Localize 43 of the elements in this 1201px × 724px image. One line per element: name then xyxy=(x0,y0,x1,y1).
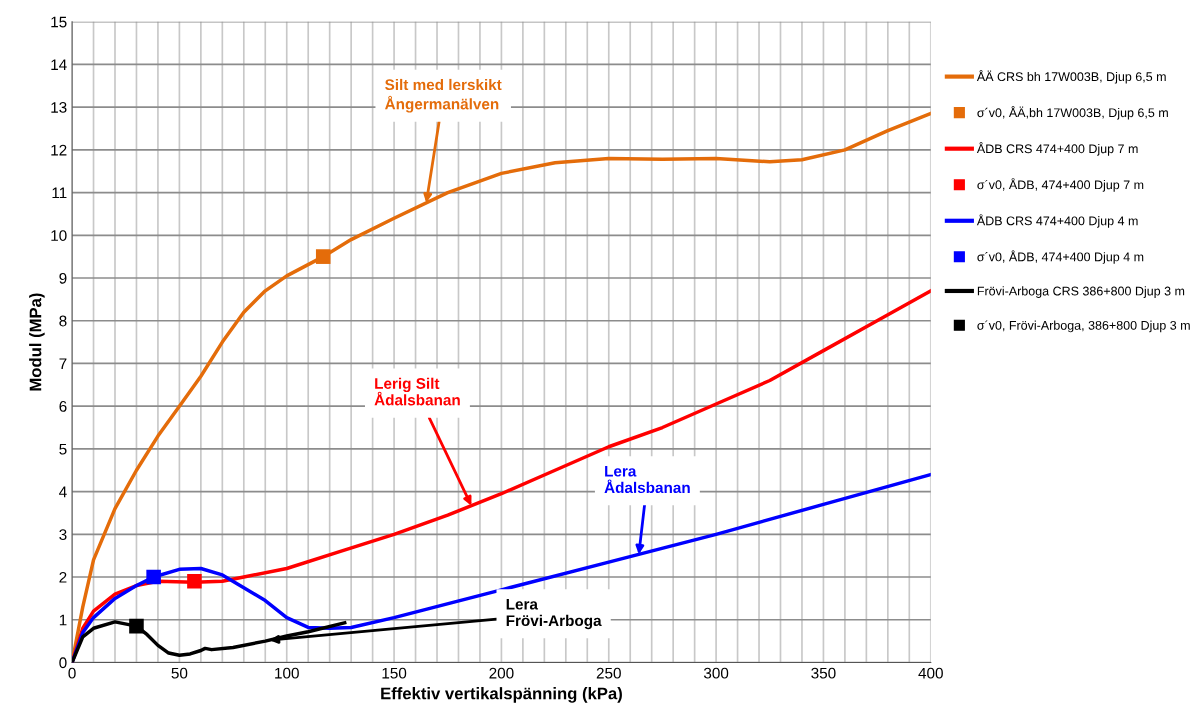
point xyxy=(146,569,161,585)
x-tick-label: 350 xyxy=(811,667,836,679)
x-axis-title: Effektiv vertikalspänning (kPa) xyxy=(381,687,622,703)
y-tick-label: 8 xyxy=(59,315,67,327)
point xyxy=(315,249,331,264)
annotation: Lera Ådalsbanan xyxy=(604,465,690,494)
x-tick-label: 150 xyxy=(382,667,407,679)
point xyxy=(187,574,202,589)
y-tick-label: 12 xyxy=(51,144,67,156)
annotation: Lerig Silt Ådalsbanan xyxy=(374,377,460,406)
legend-label: ÅÄ CRS bh 17W003B, Djup 6,5 m xyxy=(976,70,1166,84)
legend-label: σ´v0, ÅDB, 474+400 Djup 4 m xyxy=(977,250,1144,264)
y-tick-label: 6 xyxy=(59,401,67,412)
legend-label: σ´v0, ÅDB, 474+400 Djup 7 m xyxy=(977,178,1144,192)
y-tick-label: 15 xyxy=(51,16,67,28)
y-tick-label: 9 xyxy=(59,272,67,284)
x-tick-label: 0 xyxy=(68,667,76,679)
annotation: Silt med lerskikt Ångermanälven xyxy=(384,78,502,113)
y-tick-label: 14 xyxy=(51,59,67,70)
x-tick-label: 100 xyxy=(275,667,299,679)
y-tick-label: 5 xyxy=(59,443,67,455)
y-axis-title: Modul (MPa) xyxy=(29,293,45,391)
legend-label: ÅDB CRS 474+400 Djup 7 m xyxy=(976,142,1138,156)
x-tick-label: 200 xyxy=(489,667,514,679)
y-tick-label: 13 xyxy=(51,102,67,113)
y-tick-label: 4 xyxy=(59,486,67,498)
y-tick-label: 10 xyxy=(51,230,67,241)
y-tick-label: 7 xyxy=(59,358,67,369)
x-tick-label: 300 xyxy=(703,667,729,679)
x-tick-label: 400 xyxy=(918,667,943,679)
x-tick-label: 50 xyxy=(171,667,188,679)
y-tick-label: 2 xyxy=(59,571,67,583)
legend-label: σ´v0, Frövi-Arboga, 386+800 Djup 3 m xyxy=(977,320,1190,333)
legend-label: ÅDB CRS 474+400 Djup 4 m xyxy=(976,214,1138,228)
y-tick-label: 3 xyxy=(59,529,67,540)
y-tick-label: 0 xyxy=(59,657,67,669)
y-tick-label: 11 xyxy=(52,187,67,199)
y-tick-label: 1 xyxy=(59,614,67,626)
x-tick-label: 250 xyxy=(596,667,621,679)
legend-label: σ´v0, ÅÄ,bh 17W003B, Djup 6,5 m xyxy=(977,106,1168,120)
point xyxy=(129,618,144,634)
legend-label: Frövi-Arboga CRS 386+800 Djup 3 m xyxy=(977,286,1185,298)
annotation: Lera Frövi-Arboga xyxy=(506,598,602,630)
